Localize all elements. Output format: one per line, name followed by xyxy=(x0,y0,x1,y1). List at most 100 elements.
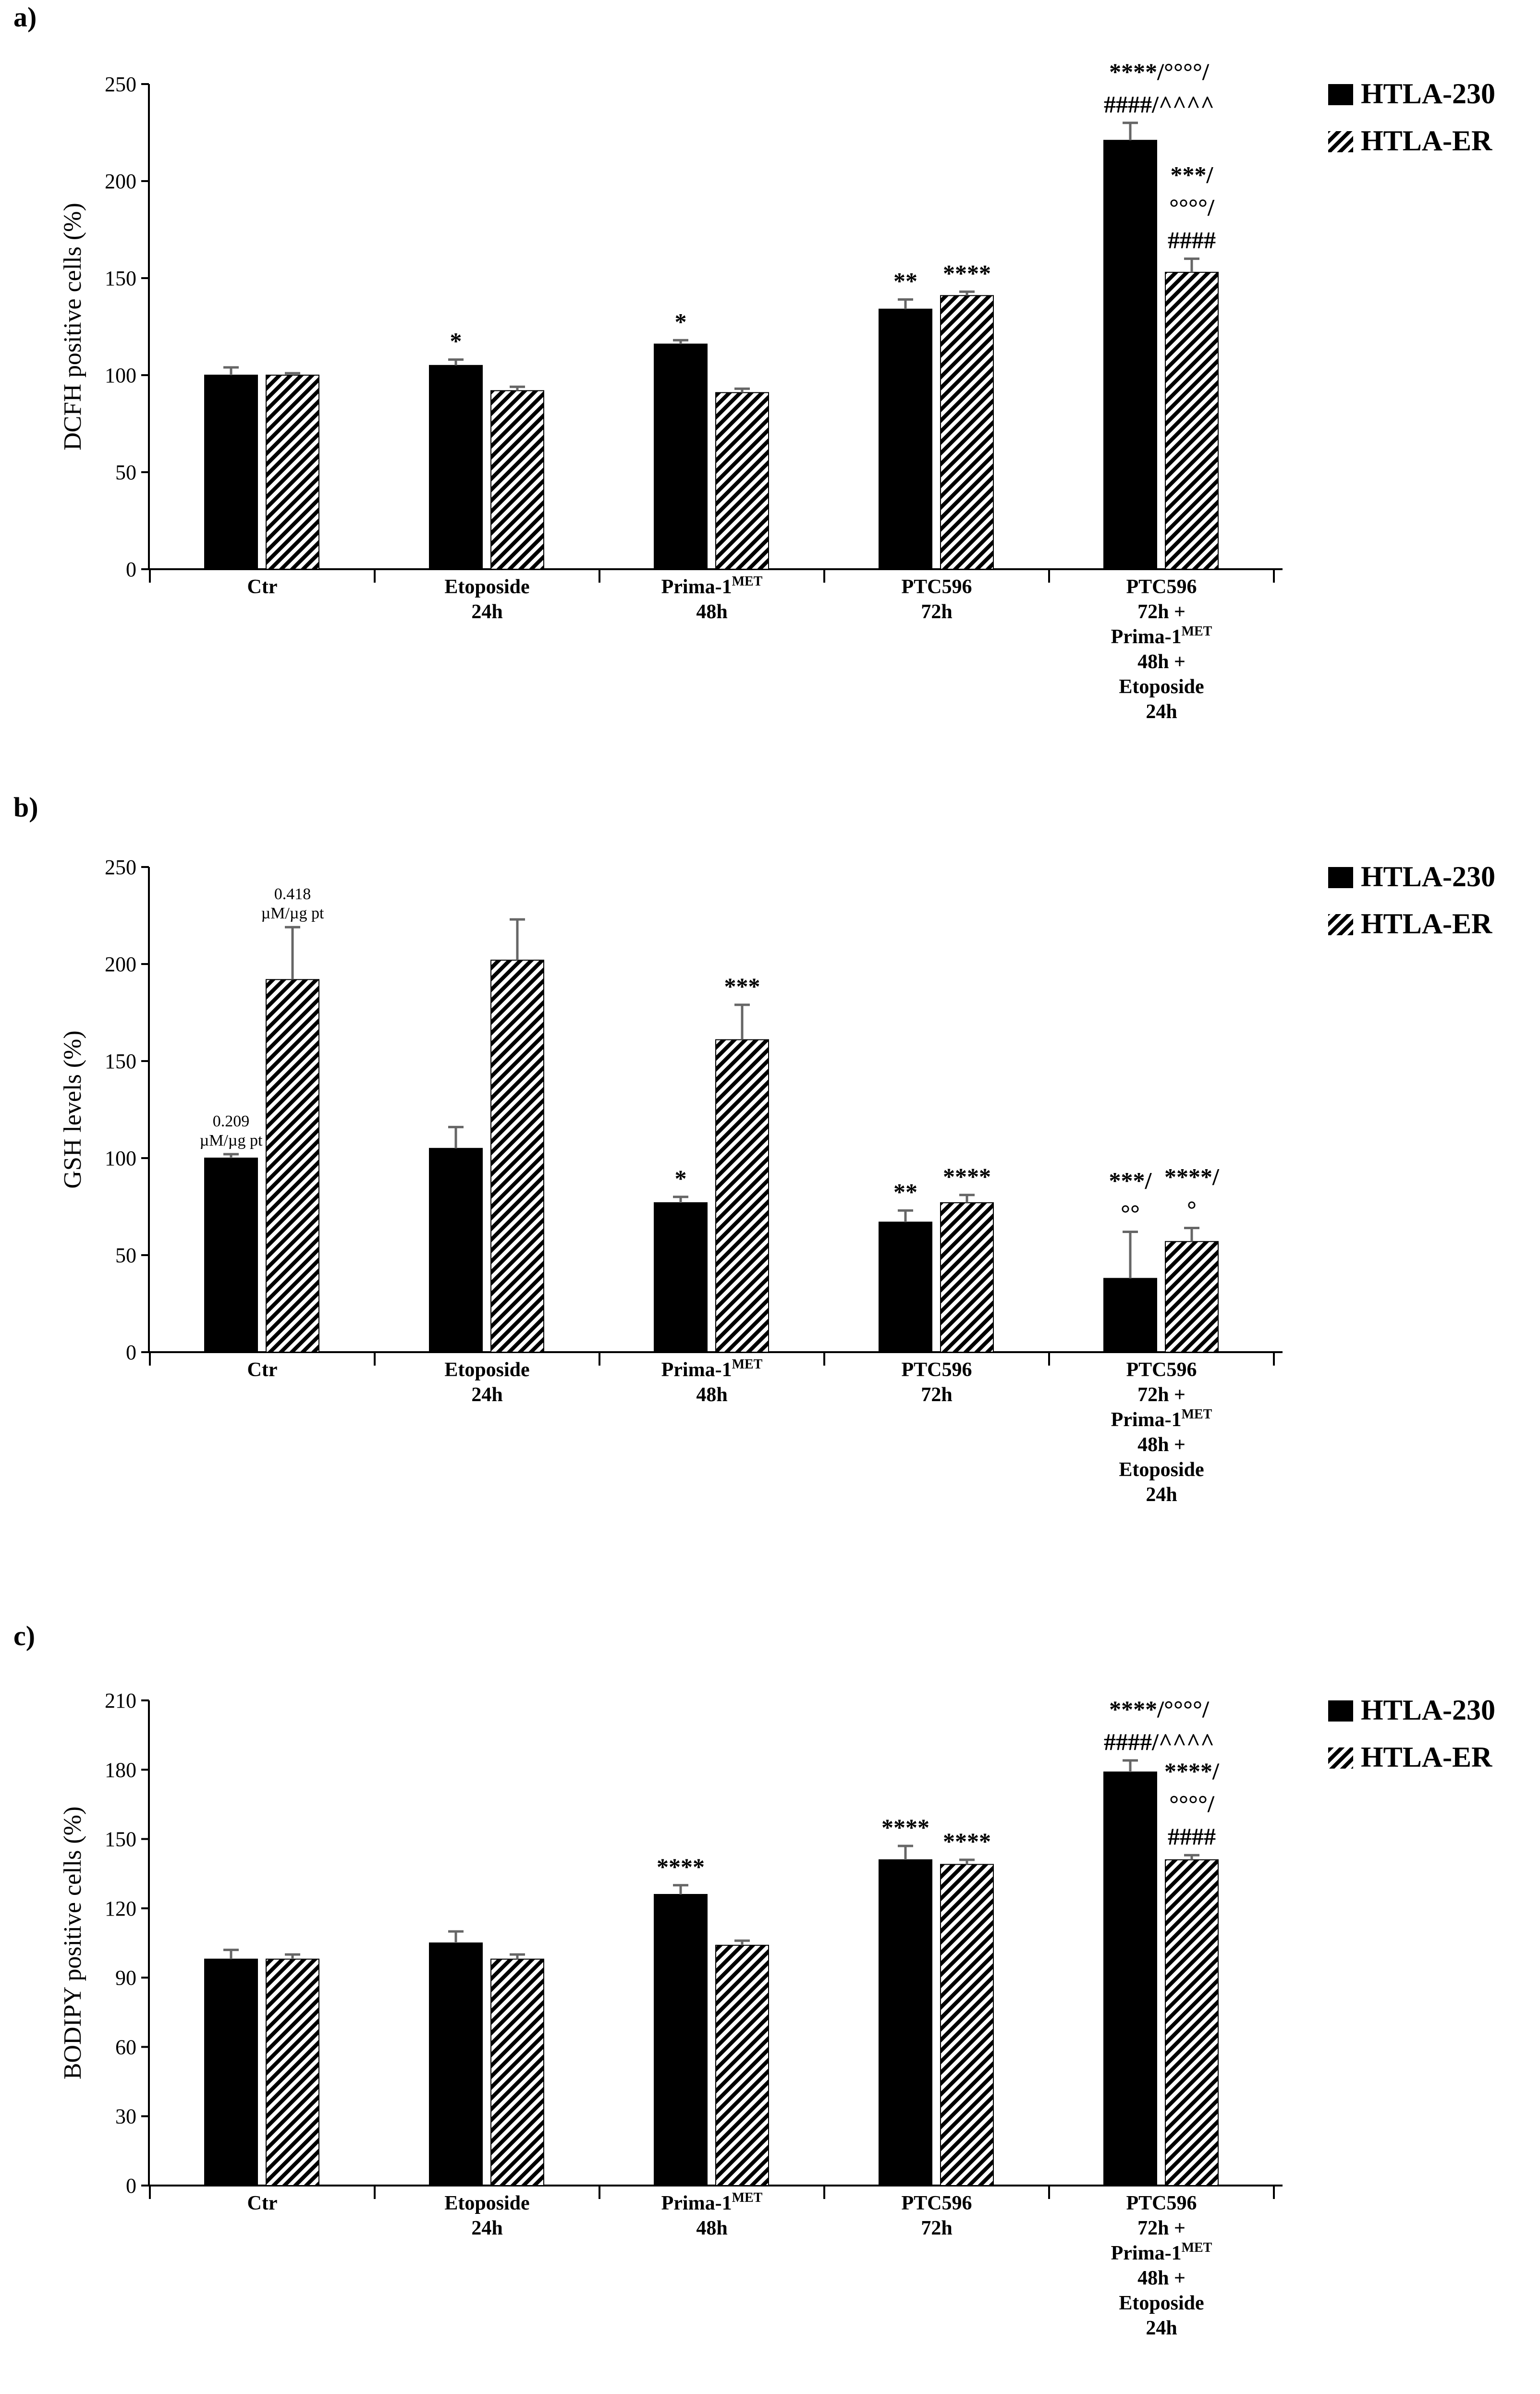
bar-htla-er xyxy=(490,390,544,570)
legend: HTLA-230 HTLA-ER xyxy=(1328,861,1495,940)
legend-label: HTLA-ER xyxy=(1361,1741,1492,1773)
x-tick-label: Etoposide xyxy=(1119,2292,1204,2314)
x-tick-label: Etoposide xyxy=(1119,676,1204,698)
legend: HTLA-230 HTLA-ER xyxy=(1328,1694,1495,1773)
bar-htla-230 xyxy=(879,1221,932,1353)
legend-swatch xyxy=(1328,84,1353,105)
significance-label: **** xyxy=(657,1853,705,1880)
y-tick-label: 150 xyxy=(105,267,136,290)
bar-htla-er xyxy=(715,1039,769,1353)
x-tick-label: 72h + xyxy=(1137,1384,1186,1406)
x-tick-label: Prima-1MET xyxy=(661,574,763,598)
bar-htla-230 xyxy=(1103,1771,1157,2186)
y-tick-label: 60 xyxy=(115,2035,136,2059)
bar-htla-230 xyxy=(879,1859,932,2186)
legend-label: HTLA-ER xyxy=(1361,908,1492,940)
y-tick-label: 150 xyxy=(105,1828,136,1851)
x-tick-label: Prima-1MET xyxy=(1111,624,1212,648)
legend-swatch xyxy=(1328,867,1353,888)
y-tick-label: 0 xyxy=(126,1341,136,1364)
x-tick-label: Ctr xyxy=(247,2192,278,2214)
bar-htla-230 xyxy=(1103,140,1157,570)
legend-label: HTLA-ER xyxy=(1361,125,1492,157)
bar-htla-er xyxy=(266,375,319,570)
x-tick-label: 72h xyxy=(921,2217,952,2239)
y-axis-title: BODIPY positive cells (%) xyxy=(59,1807,86,2080)
significance-label: ####/^^^^ xyxy=(1104,1728,1214,1755)
legend: HTLA-230 HTLA-ER xyxy=(1328,78,1495,157)
data-label: 0.418 xyxy=(274,885,311,903)
y-tick-label: 200 xyxy=(105,170,136,193)
significance-label: ** xyxy=(893,267,917,294)
bar-htla-er xyxy=(1165,1241,1219,1353)
x-tick-label: 48h xyxy=(696,601,727,623)
bar-htla-230 xyxy=(204,1958,258,2186)
x-tick-label: Etoposide xyxy=(444,576,529,598)
data-label: 0.209 xyxy=(213,1112,250,1130)
y-tick-label: 210 xyxy=(105,1689,136,1712)
x-tick-label: 24h xyxy=(471,1384,502,1406)
x-tick-label: PTC596 xyxy=(902,576,972,598)
bar-htla-er xyxy=(940,295,994,570)
y-tick-label: 250 xyxy=(105,855,136,879)
significance-label: ***/ xyxy=(1109,1167,1152,1194)
x-tick-label: 24h xyxy=(471,601,502,623)
legend-swatch xyxy=(1328,1747,1353,1769)
significance-label: ***/ xyxy=(1171,161,1214,188)
chart-panel-b: b) 0 50 100 150 200 250 GSH levels (%) Ctr Etopos… xyxy=(13,792,1495,1506)
bar-htla-230 xyxy=(879,308,932,570)
bar-htla-230 xyxy=(654,343,708,570)
x-tick-label: 48h + xyxy=(1137,1434,1186,1456)
x-tick-label: Etoposide xyxy=(1119,1459,1204,1481)
x-tick-label: Ctr xyxy=(247,1359,278,1381)
y-tick-label: 180 xyxy=(105,1758,136,1782)
significance-label: **** xyxy=(943,1828,991,1855)
significance-label: ****/°°°°/ xyxy=(1109,58,1210,85)
bar-htla-er xyxy=(940,1864,994,2186)
x-tick-label: PTC596 xyxy=(902,2192,972,2214)
significance-label: °°°°/ xyxy=(1169,194,1215,221)
significance-label: °° xyxy=(1121,1200,1140,1227)
x-tick-label: Etoposide xyxy=(444,2192,529,2214)
x-tick-label: PTC596 xyxy=(902,1359,972,1381)
y-tick-label: 30 xyxy=(115,2105,136,2128)
x-tick-label: 72h xyxy=(921,1384,952,1406)
significance-label: **** xyxy=(881,1814,929,1841)
significance-label: ** xyxy=(893,1178,917,1205)
significance-label: ° xyxy=(1187,1196,1197,1222)
x-tick-label: Prima-1MET xyxy=(1111,2240,1212,2264)
significance-label: *** xyxy=(724,973,760,1000)
bar-htla-er xyxy=(266,1958,319,2186)
y-tick-label: 50 xyxy=(115,1244,136,1267)
bar-htla-230 xyxy=(204,375,258,570)
legend-label: HTLA-230 xyxy=(1361,1694,1495,1726)
bar-htla-er xyxy=(490,1958,544,2186)
y-tick-label: 200 xyxy=(105,953,136,976)
y-tick-label: 0 xyxy=(126,558,136,581)
significance-label: #### xyxy=(1168,227,1216,254)
significance-label: * xyxy=(450,328,462,354)
significance-label: ****/°°°°/ xyxy=(1109,1696,1210,1722)
bar-htla-230 xyxy=(204,1158,258,1353)
bar-htla-er xyxy=(1165,271,1219,570)
data-label: µM/µg pt xyxy=(200,1132,263,1149)
significance-label: * xyxy=(675,1165,687,1192)
x-tick-label: Prima-1MET xyxy=(661,1357,763,1381)
x-tick-label: 48h xyxy=(696,1384,727,1406)
y-tick-label: 250 xyxy=(105,73,136,96)
significance-label: **** xyxy=(943,259,991,286)
significance-label: #### xyxy=(1168,1823,1216,1850)
legend-label: HTLA-230 xyxy=(1361,78,1495,110)
panel-label: a) xyxy=(13,1,37,33)
bar-htla-er xyxy=(940,1202,994,1353)
y-tick-label: 100 xyxy=(105,1147,136,1170)
x-tick-label: Etoposide xyxy=(444,1359,529,1381)
x-tick-label: 72h xyxy=(921,601,952,623)
y-axis-title: GSH levels (%) xyxy=(59,1030,86,1188)
legend-swatch xyxy=(1328,914,1353,935)
x-tick-label: Ctr xyxy=(247,576,278,598)
x-tick-label: 72h + xyxy=(1137,601,1186,623)
significance-label: **** xyxy=(943,1163,991,1190)
legend-swatch xyxy=(1328,1700,1353,1722)
